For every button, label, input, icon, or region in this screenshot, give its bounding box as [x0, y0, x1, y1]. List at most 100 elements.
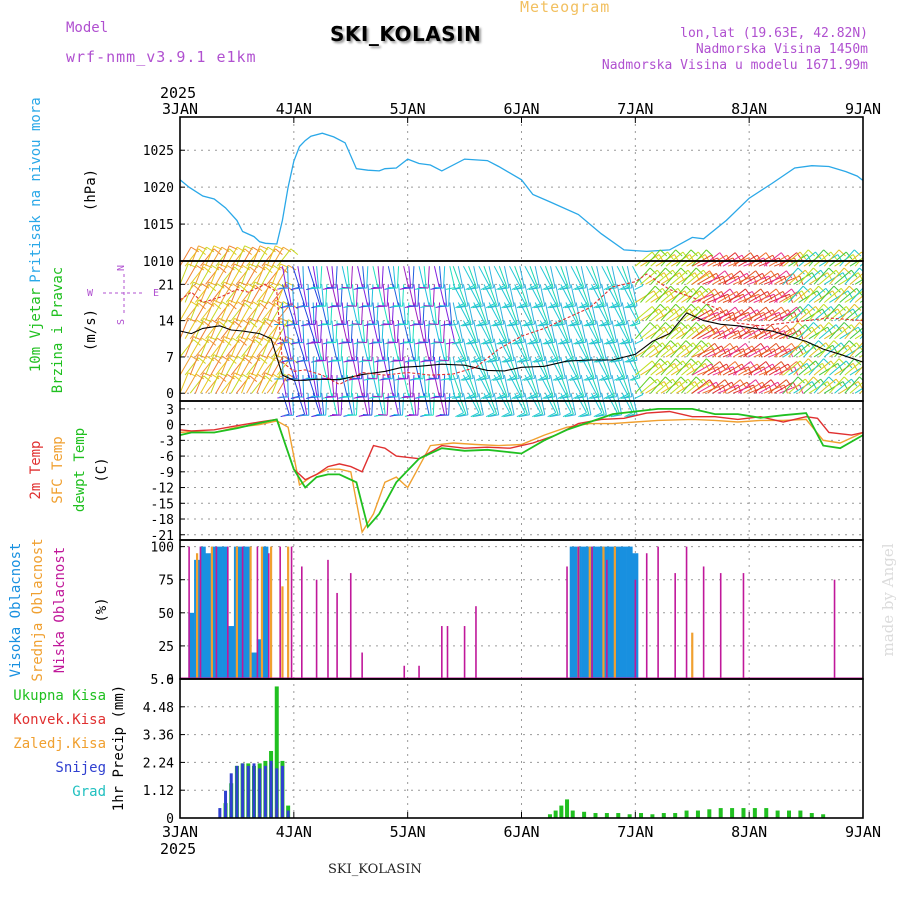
wind-barb-shaft	[727, 327, 748, 340]
wind-barb-shaft	[854, 387, 863, 394]
wind-barb-shaft	[702, 361, 721, 376]
cloud-ylabel-1: Srednja Oblacnost	[30, 538, 46, 681]
wind-barb-flag	[610, 358, 620, 363]
wind-barb-flag	[326, 286, 336, 289]
wind-barb-flag	[462, 377, 472, 381]
wind-barb-shaft	[412, 375, 415, 398]
wind-barb-shaft	[732, 306, 751, 322]
wind-barb-shaft	[555, 302, 564, 324]
wind-barb-shaft	[398, 338, 401, 361]
wind-barb-shaft	[407, 302, 410, 325]
wind-barb-shaft	[748, 361, 767, 376]
wind-barb-flag	[342, 395, 352, 398]
wind-barb-shaft	[813, 251, 832, 267]
wind-barb-flag	[306, 323, 316, 325]
precip-bar-0	[775, 810, 780, 818]
wind-barb-shaft	[655, 324, 673, 340]
cloud-bar-0	[620, 546, 627, 679]
wind-barb-shaft	[493, 302, 503, 324]
wind-barb-shaft	[544, 320, 554, 342]
wind-barb-flag	[530, 341, 540, 345]
wind-barb-flag	[547, 412, 556, 418]
wind-barb-flag	[654, 285, 663, 293]
precip-bar-0	[821, 814, 826, 818]
cloud-bar-2	[227, 546, 229, 679]
wind-barb-shaft	[635, 251, 653, 267]
wind-barb-flag	[419, 341, 429, 344]
wind-barb-shaft	[180, 318, 189, 339]
wind-barb-flag	[547, 303, 556, 309]
wind-barb-flag	[753, 330, 758, 340]
wind-barb-shaft	[631, 284, 638, 306]
wind-barb-flag	[634, 285, 644, 291]
wind-barb-shaft	[330, 356, 333, 379]
wind-barb-shaft	[539, 393, 546, 415]
precip-bar-0	[707, 809, 712, 818]
wind-barb-flag	[843, 267, 851, 275]
wind-barb-shaft	[427, 320, 430, 343]
cloud-bar-1	[281, 586, 284, 679]
wind-barb-shaft	[382, 284, 386, 307]
wind-barb-shaft	[550, 266, 556, 288]
wind-barb-shaft	[367, 338, 371, 361]
wind-barb-shaft	[488, 320, 495, 343]
wind-barb-flag	[516, 303, 526, 309]
wind-barb-shaft	[483, 374, 492, 396]
wind-barb-flag	[578, 412, 587, 418]
cloud-bar-0	[190, 639, 197, 679]
wind-barb-shaft	[686, 269, 704, 285]
wind-barb-shaft	[722, 309, 743, 322]
wind-barb-shaft	[246, 281, 256, 303]
wind-barb-shaft	[498, 266, 508, 288]
wind-barb-shaft	[439, 320, 442, 343]
wind-barb-shaft	[782, 360, 801, 376]
wind-barb-shaft	[184, 265, 197, 285]
wind-barb-shaft	[854, 295, 863, 303]
wind-barb-flag	[487, 358, 497, 363]
wind-barb-flag	[448, 377, 458, 381]
wind-barb-flag	[464, 377, 474, 381]
wind-barb-shaft	[849, 311, 863, 322]
wind-barb-shaft	[386, 393, 389, 416]
wind-barb-flag	[467, 286, 477, 291]
wind-barb-shaft	[565, 374, 571, 397]
cloud-bar-1	[691, 632, 694, 679]
wind-barb-shaft	[387, 302, 391, 325]
wind-barb-shaft	[722, 363, 743, 376]
wind-barb-flag	[863, 291, 868, 299]
wind-barb-flag	[799, 275, 804, 285]
wind-barbs	[180, 245, 868, 418]
wind-barb-flag	[223, 284, 232, 292]
wind-barb-shaft	[230, 281, 240, 303]
wind-barb-shaft	[478, 302, 487, 324]
wind-barb-flag	[605, 340, 615, 345]
wind-barb-shaft	[779, 252, 797, 267]
wind-barb-shaft	[392, 375, 396, 398]
wind-barb-flag	[578, 303, 587, 309]
wind-barb-shaft	[803, 362, 823, 376]
wind-barb-flag	[280, 266, 288, 274]
wind-barb-shaft	[314, 302, 318, 325]
wind-barb-flag	[797, 267, 805, 275]
wind-barb-shaft	[514, 374, 523, 396]
wind-barb-shaft	[251, 337, 264, 358]
wind-barb-shaft	[408, 375, 412, 398]
wind-barb-flag	[544, 395, 554, 400]
pressure-ytick: 1010	[143, 255, 174, 270]
wind-barb-flag	[745, 343, 752, 351]
wind-barb-shaft	[798, 290, 818, 303]
wind-barb-shaft	[381, 266, 384, 289]
wind-barb-shaft	[194, 318, 205, 339]
wind-barb-shaft	[640, 340, 656, 358]
wind-barb-shaft	[854, 333, 863, 340]
wind-barb-shaft	[200, 265, 212, 285]
wind-barb-shaft	[824, 381, 844, 394]
wind-barb-shaft	[798, 344, 818, 358]
wind-barb-flag	[254, 284, 263, 292]
wind-barb-shaft	[748, 306, 767, 322]
wind-barb-flag	[854, 249, 862, 257]
wind-barb-shaft	[396, 375, 400, 398]
wind-barb-flag	[659, 249, 668, 257]
wind-barb-shaft	[241, 318, 251, 339]
wind-barb-shaft	[493, 338, 500, 361]
